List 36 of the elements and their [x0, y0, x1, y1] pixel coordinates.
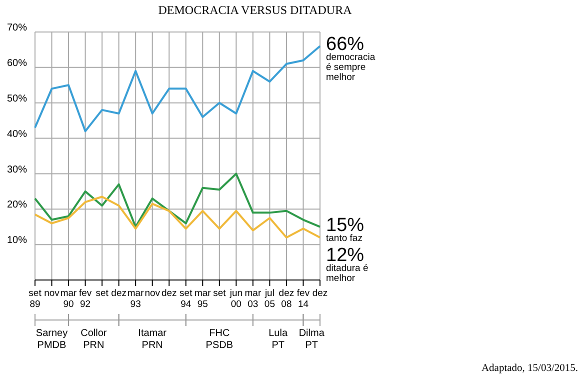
text: Lula PT: [268, 328, 288, 351]
x-tick-label: fev 14: [296, 288, 310, 310]
text: ditadura é melhor: [326, 262, 368, 284]
y-tick-label: 50%: [6, 93, 28, 104]
y-tick-label: 30%: [6, 164, 28, 176]
x-tick-label: set: [96, 288, 109, 299]
x-tick-label: nov: [144, 288, 160, 299]
x-tick-label: set 94: [180, 288, 193, 310]
x-tick-label: mar 95: [194, 288, 211, 310]
x-tick-label: fev 92: [78, 288, 92, 310]
x-tick-label: set 89: [28, 288, 42, 310]
x-tick-label: mar 03: [244, 288, 262, 310]
series-label: tanto faz: [326, 232, 363, 244]
text: Collor PRN: [80, 328, 108, 351]
x-tick-label: set: [213, 288, 226, 299]
x-tick-label: jun 00: [228, 288, 243, 310]
x-tick-label: mar 90: [60, 288, 77, 310]
x-tick-label: dez: [161, 288, 178, 299]
chart-title: DEMOCRACIA VERSUS DITADURA: [158, 3, 352, 17]
text: Sarney PMDB: [36, 328, 68, 351]
x-tick-label: dez: [312, 288, 328, 299]
y-tick-label: 40%: [6, 128, 28, 140]
x-tick-label: dez: [111, 288, 127, 299]
x-tick-label: mar 93: [127, 288, 144, 310]
y-tick-label: 70%: [6, 22, 28, 34]
text: Itamar PRN: [138, 328, 168, 351]
x-tick-label: jul 05: [264, 288, 275, 310]
y-tick-label: 60%: [6, 58, 28, 69]
y-tick-label: 20%: [6, 200, 28, 211]
x-tick-label: dez 08: [278, 288, 294, 310]
text: FHC PSDB: [206, 328, 234, 351]
text: Adaptado, 15/03/2015.: [481, 363, 578, 374]
series-label: democracia é sempre melhor: [326, 52, 376, 84]
text: Dilma PT: [298, 328, 325, 351]
y-tick-label: 10%: [6, 235, 28, 246]
x-tick-label: nov: [44, 288, 60, 299]
